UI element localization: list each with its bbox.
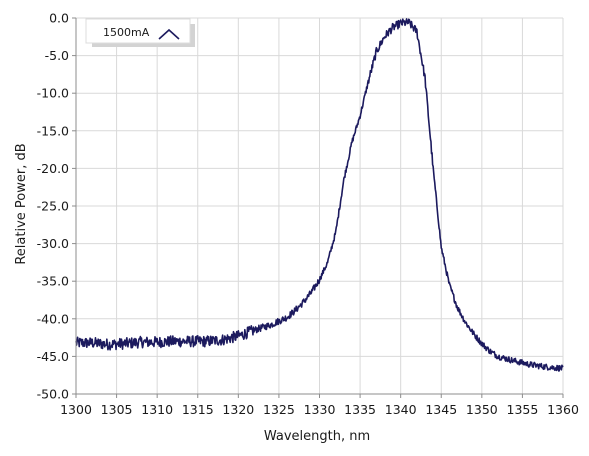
x-tick-label: 1315 (182, 402, 214, 417)
series-layer (75, 18, 564, 372)
grid (75, 17, 564, 395)
y-tick-label: -50.0 (37, 387, 69, 402)
x-tick-label: 1310 (141, 402, 173, 417)
x-tick-label: 1355 (507, 402, 539, 417)
x-tick-label: 1300 (60, 402, 92, 417)
x-axis-title: Wavelength, nm (264, 429, 370, 444)
x-tick-label: 1350 (466, 402, 498, 417)
y-tick-label: -15.0 (37, 123, 69, 138)
x-tick-label: 1330 (304, 402, 336, 417)
x-tick-label: 1305 (101, 402, 133, 417)
y-tick-label: -20.0 (37, 161, 69, 176)
legend-label: 1500mA (103, 26, 150, 39)
x-tick-label: 1320 (222, 402, 254, 417)
series-line-1500mA (75, 18, 564, 372)
y-tick-label: -35.0 (37, 274, 69, 289)
y-tick-label: -25.0 (37, 199, 69, 214)
x-tick-label: 1335 (344, 402, 376, 417)
x-tick-label: 1340 (385, 402, 417, 417)
y-tick-label: -10.0 (37, 86, 69, 101)
y-tick-label: -40.0 (37, 311, 69, 326)
legend[interactable]: 1500mA (85, 18, 195, 47)
tick-labels: 1300 1305 1310 1315 1320 1325 1330 1335 1340 1345… (37, 11, 579, 418)
x-tick-label: 1325 (263, 402, 295, 417)
axes (72, 17, 564, 398)
y-axis-title: Relative Power, dB (14, 143, 29, 264)
y-tick-label: 0.0 (49, 11, 69, 26)
y-tick-label: -5.0 (45, 48, 69, 63)
x-tick-label: 1345 (425, 402, 457, 417)
legend-swatch (158, 28, 180, 40)
y-tick-label: -45.0 (37, 349, 69, 364)
y-tick-label: -30.0 (37, 236, 69, 251)
x-tick-label: 1360 (547, 402, 579, 417)
legend-box (85, 18, 191, 44)
